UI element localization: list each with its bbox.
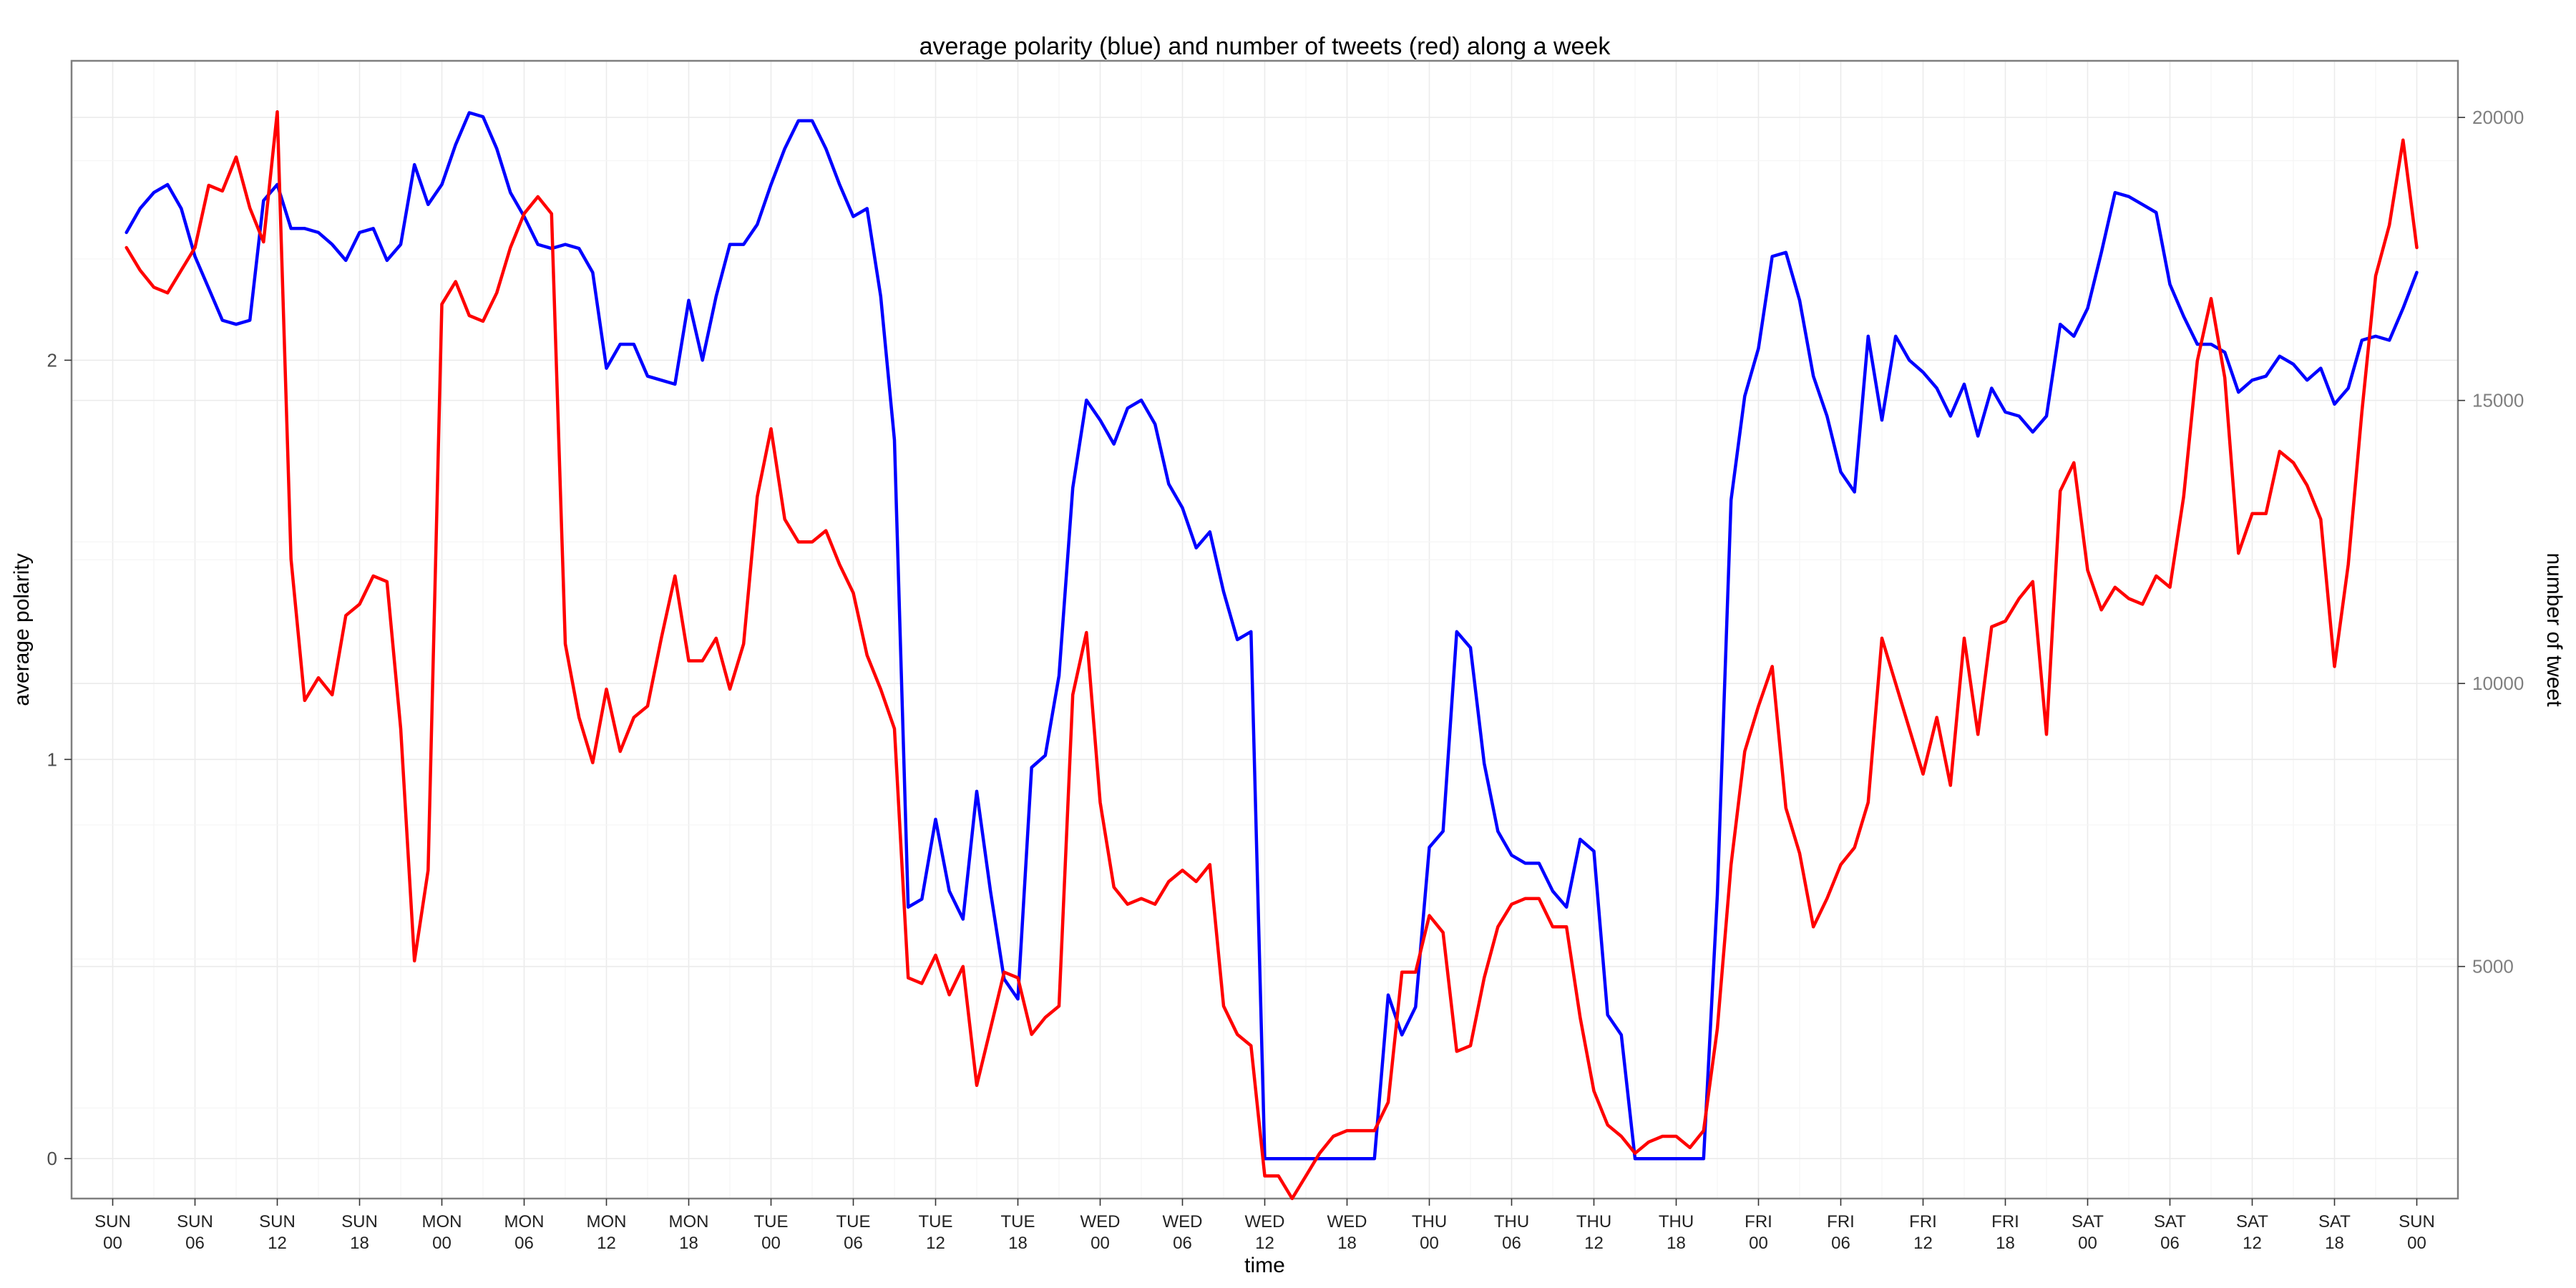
x-tick-label-day: WED xyxy=(1163,1212,1203,1231)
x-tick-label-day: FRI xyxy=(1991,1212,2019,1231)
x-tick-label-hour: 00 xyxy=(103,1234,122,1253)
x-tick-label-hour: 06 xyxy=(2160,1234,2180,1253)
x-tick-label-hour: 12 xyxy=(1584,1234,1604,1253)
x-tick-label-day: SUN xyxy=(177,1212,213,1231)
x-tick-label-day: MON xyxy=(422,1212,462,1231)
x-tick-label-day: TUE xyxy=(754,1212,789,1231)
x-tick-label-hour: 06 xyxy=(185,1234,205,1253)
y2-tick-label: 20000 xyxy=(2472,107,2524,128)
x-tick-label-hour: 12 xyxy=(926,1234,945,1253)
x-tick-label-day: FRI xyxy=(1827,1212,1855,1231)
x-tick-label-day: SUN xyxy=(341,1212,378,1231)
x-tick-label-hour: 00 xyxy=(432,1234,452,1253)
x-tick-label-hour: 06 xyxy=(844,1234,863,1253)
y-axis-label-right: number of tweet xyxy=(2542,552,2566,707)
x-tick-label-day: TUE xyxy=(1001,1212,1035,1231)
x-tick-label-day: SAT xyxy=(2154,1212,2186,1231)
x-tick-label-hour: 06 xyxy=(514,1234,534,1253)
x-tick-label-hour: 18 xyxy=(2325,1234,2344,1253)
tweets-count-line xyxy=(125,109,2419,1201)
x-tick-label-hour: 00 xyxy=(1749,1234,1768,1253)
x-tick-label-hour: 12 xyxy=(597,1234,616,1253)
x-tick-label-hour: 18 xyxy=(1337,1234,1357,1253)
x-tick-label-day: TUE xyxy=(836,1212,871,1231)
y-tick-label: 1 xyxy=(47,748,57,770)
y2-tick-label: 10000 xyxy=(2472,673,2524,694)
x-tick-label-hour: 18 xyxy=(1008,1234,1028,1253)
x-tick-label-day: FRI xyxy=(1909,1212,1937,1231)
x-tick-label-hour: 12 xyxy=(2243,1234,2262,1253)
x-axis: SUN 00 SUN 06 SUN 12 SUN 18 MON 00 MON 06 MON 12 MON 18… xyxy=(94,1199,2435,1253)
x-tick-label-hour: 18 xyxy=(1667,1234,1686,1253)
x-tick-label-hour: 18 xyxy=(350,1234,369,1253)
x-tick-label-hour: 06 xyxy=(1173,1234,1192,1253)
x-tick-label-day: SUN xyxy=(259,1212,296,1231)
x-tick-label-day: MON xyxy=(669,1212,709,1231)
x-axis-label: time xyxy=(1244,1254,1285,1277)
x-tick-label-hour: 06 xyxy=(1831,1234,1850,1253)
y2-tick-label: 5000 xyxy=(2472,956,2514,977)
x-tick-label-hour: 00 xyxy=(1091,1234,1110,1253)
x-tick-label-day: THU xyxy=(1659,1212,1694,1231)
x-tick-label-day: MON xyxy=(587,1212,627,1231)
right-y-axis: 5000 10000 15000 20000 xyxy=(2458,107,2524,977)
y-tick-label: 2 xyxy=(47,349,57,371)
x-tick-label-day: WED xyxy=(1245,1212,1285,1231)
x-tick-label-hour: 12 xyxy=(268,1234,287,1253)
x-tick-label-hour: 00 xyxy=(1420,1234,1439,1253)
x-tick-label-day: MON xyxy=(504,1212,545,1231)
chart-title: average polarity (blue) and number of tw… xyxy=(919,33,1611,60)
x-tick-label-day: SUN xyxy=(2399,1212,2435,1231)
x-tick-label-day: WED xyxy=(1327,1212,1367,1231)
x-tick-label-day: SAT xyxy=(2072,1212,2104,1231)
x-tick-label-hour: 00 xyxy=(761,1234,781,1253)
x-tick-label-hour: 12 xyxy=(1255,1234,1274,1253)
y-tick-label: 0 xyxy=(47,1148,57,1169)
x-tick-label-day: SUN xyxy=(94,1212,131,1231)
y-axis-label-left: average polarity xyxy=(10,553,34,706)
polarity-line xyxy=(125,111,2419,1161)
x-tick-label-day: THU xyxy=(1576,1212,1611,1231)
x-tick-label-hour: 18 xyxy=(1996,1234,2015,1253)
left-y-axis: 0 1 2 xyxy=(47,349,72,1169)
x-tick-label-hour: 00 xyxy=(2407,1234,2426,1253)
x-tick-label-hour: 00 xyxy=(2078,1234,2097,1253)
x-tick-label-hour: 18 xyxy=(679,1234,698,1253)
y2-tick-label: 15000 xyxy=(2472,390,2524,411)
x-tick-label-day: WED xyxy=(1080,1212,1121,1231)
x-tick-label-day: THU xyxy=(1494,1212,1529,1231)
x-tick-label-day: THU xyxy=(1412,1212,1447,1231)
x-tick-label-day: SAT xyxy=(2318,1212,2351,1231)
x-tick-label-hour: 12 xyxy=(1913,1234,1933,1253)
x-tick-label-hour: 06 xyxy=(1502,1234,1521,1253)
x-tick-label-day: SAT xyxy=(2236,1212,2268,1231)
grid-layer xyxy=(72,61,2458,1199)
x-tick-label-day: TUE xyxy=(919,1212,953,1231)
x-tick-label-day: FRI xyxy=(1745,1212,1772,1231)
series-layer xyxy=(125,109,2419,1201)
